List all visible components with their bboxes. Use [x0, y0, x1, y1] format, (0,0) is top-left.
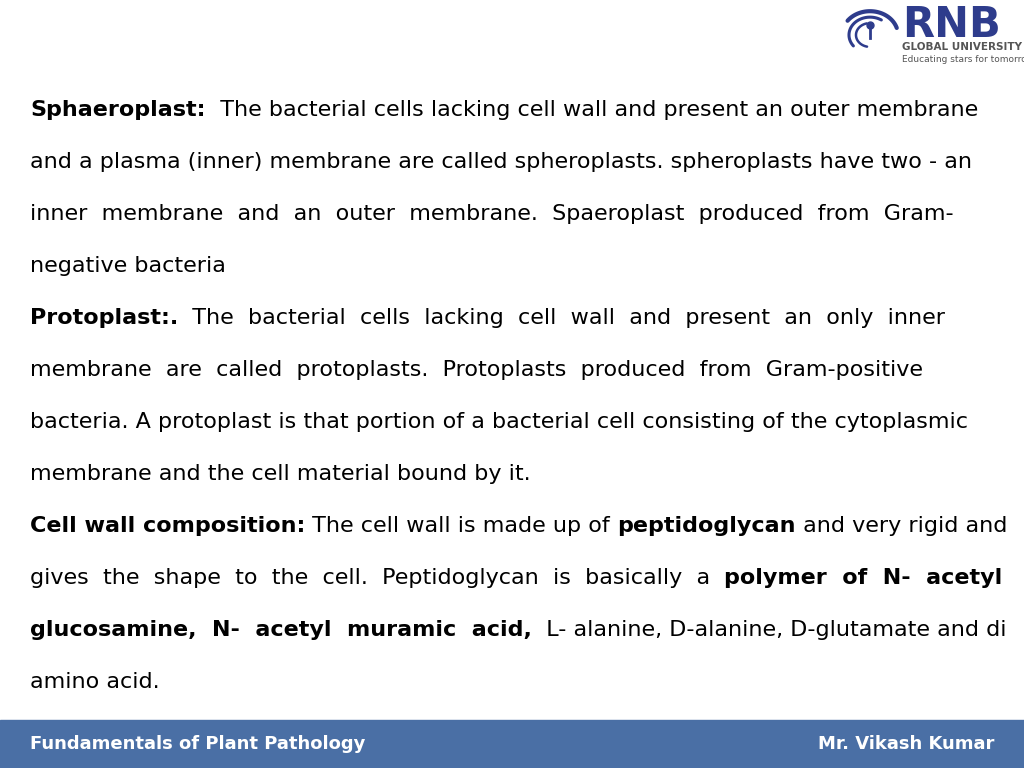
Text: gives  the  shape  to  the  cell.  Peptidoglycan  is  basically  a: gives the shape to the cell. Peptidoglyc…: [30, 568, 724, 588]
Text: The  bacterial  cells  lacking  cell  wall  and  present  an  only  inner: The bacterial cells lacking cell wall an…: [178, 308, 945, 328]
Text: L- alanine, D-alanine, D-glutamate and di: L- alanine, D-alanine, D-glutamate and d…: [531, 620, 1007, 640]
Text: polymer  of  N-  acetyl: polymer of N- acetyl: [724, 568, 1002, 588]
Text: negative bacteria: negative bacteria: [30, 256, 226, 276]
Text: peptidoglycan: peptidoglycan: [617, 516, 796, 536]
Text: The cell wall is made up of: The cell wall is made up of: [305, 516, 617, 536]
Text: and very rigid and: and very rigid and: [796, 516, 1008, 536]
Text: Protoplast:.: Protoplast:.: [30, 308, 178, 328]
Text: glucosamine,  N-  acetyl  muramic  acid,: glucosamine, N- acetyl muramic acid,: [30, 620, 531, 640]
Text: bacteria. A protoplast is that portion of a bacterial cell consisting of the cyt: bacteria. A protoplast is that portion o…: [30, 412, 968, 432]
Text: Educating stars for tomorrow: Educating stars for tomorrow: [902, 55, 1024, 64]
Text: Sphaeroplast:: Sphaeroplast:: [30, 100, 206, 120]
Bar: [0, 720, 1024, 768]
Text: membrane  are  called  protoplasts.  Protoplasts  produced  from  Gram-positive: membrane are called protoplasts. Protopl…: [30, 360, 923, 380]
Text: Mr. Vikash Kumar: Mr. Vikash Kumar: [817, 735, 994, 753]
Text: Cell wall composition:: Cell wall composition:: [30, 516, 305, 536]
Text: and a plasma (inner) membrane are called spheroplasts. spheroplasts have two - a: and a plasma (inner) membrane are called…: [30, 152, 972, 172]
Text: GLOBAL UNIVERSITY: GLOBAL UNIVERSITY: [902, 42, 1022, 52]
Text: membrane and the cell material bound by it.: membrane and the cell material bound by …: [30, 464, 530, 484]
Text: RNB: RNB: [902, 4, 1000, 46]
Text: The bacterial cells lacking cell wall and present an outer membrane: The bacterial cells lacking cell wall an…: [206, 100, 978, 120]
Text: Fundamentals of Plant Pathology: Fundamentals of Plant Pathology: [30, 735, 366, 753]
Text: inner  membrane  and  an  outer  membrane.  Spaeroplast  produced  from  Gram-: inner membrane and an outer membrane. Sp…: [30, 204, 953, 224]
Text: amino acid.: amino acid.: [30, 672, 160, 692]
